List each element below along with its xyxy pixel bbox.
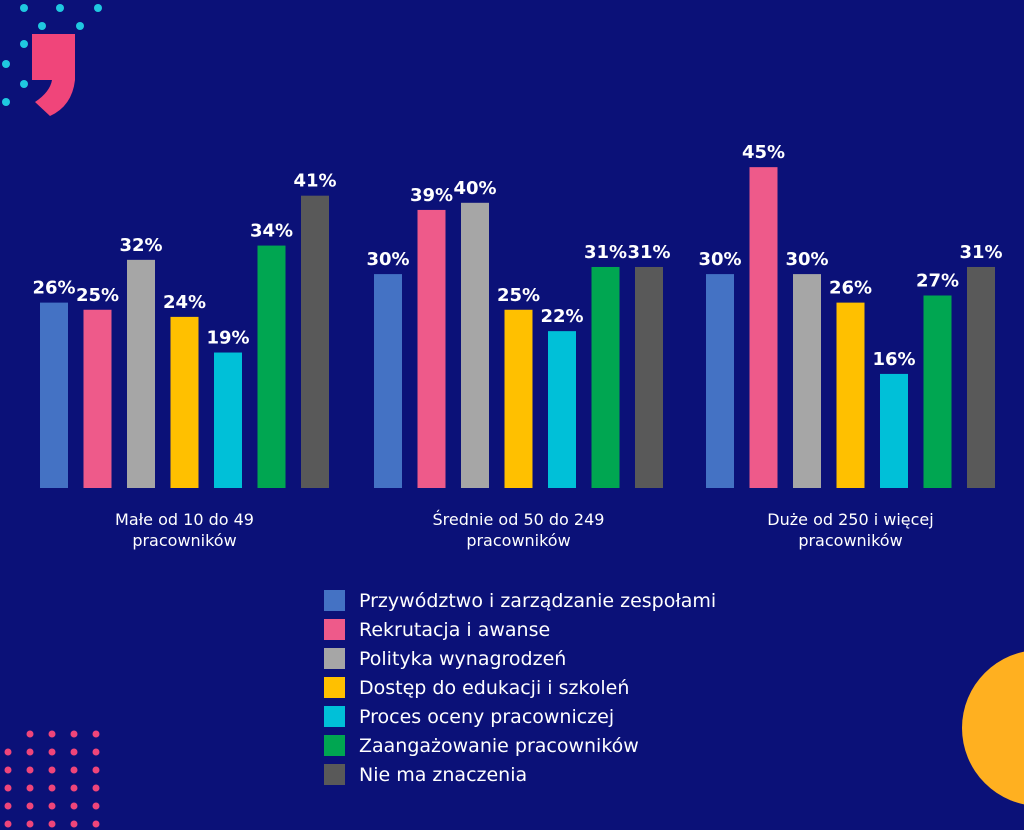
bar (214, 352, 242, 488)
data-label: 31% (959, 242, 1002, 263)
category-label: Duże od 250 i więcej (767, 510, 933, 529)
legend-swatch (324, 619, 345, 640)
bar (706, 274, 734, 488)
bar (635, 266, 663, 488)
legend-swatch (324, 648, 345, 669)
data-label: 19% (206, 328, 249, 349)
data-label: 16% (872, 349, 915, 370)
legend-swatch (324, 764, 345, 785)
data-label: 26% (32, 278, 75, 299)
legend-label: Nie ma znaczenia (359, 763, 528, 786)
legend-swatch (324, 706, 345, 727)
data-label: 41% (293, 171, 336, 192)
data-label: 24% (163, 292, 206, 313)
bottom-left-dot-pattern (4, 730, 100, 828)
bar-group: 30%45%30%26%16%27%31%Duże od 250 i więce… (698, 142, 1002, 550)
legend-swatch (324, 735, 345, 756)
data-label: 25% (497, 285, 540, 306)
legend-item: Przywództwo i zarządzanie zespołami (324, 586, 716, 615)
data-label: 31% (627, 242, 670, 263)
bar-group: 30% 39% 40% 25%22% 31% 31% Średnie od 50 do 24… (366, 178, 670, 550)
bar (836, 302, 865, 488)
bar (793, 274, 821, 488)
legend-item: Nie ma znaczenia (324, 760, 716, 789)
quote-mark-icon (32, 34, 75, 116)
data-label: 27% (916, 270, 959, 291)
bar (301, 195, 329, 489)
bar (461, 202, 489, 489)
data-label: 31% (584, 242, 627, 263)
bar (923, 295, 952, 488)
legend-label: Proces oceny pracowniczej (359, 705, 615, 728)
bar (127, 259, 155, 488)
legend-item: Proces oceny pracowniczej (324, 702, 716, 731)
legend-label: Dostęp do edukacji i szkoleń (359, 676, 630, 699)
category-label: pracowników (132, 531, 236, 550)
legend-item: Rekrutacja i awanse (324, 615, 716, 644)
data-label: 39% (410, 185, 453, 206)
chart-legend: Przywództwo i zarządzanie zespołami Rekr… (324, 586, 716, 789)
bar (880, 373, 908, 488)
top-left-decoration (2, 4, 102, 116)
bar (591, 266, 620, 488)
legend-label: Polityka wynagrodzeń (359, 647, 567, 670)
legend-item: Zaangażowanie pracowników (324, 731, 716, 760)
legend-item: Dostęp do edukacji i szkoleń (324, 673, 716, 702)
data-label: 30% (698, 249, 741, 270)
data-label: 45% (742, 142, 785, 163)
bar (83, 309, 112, 488)
bar (257, 245, 286, 488)
bar (749, 167, 778, 488)
data-label: 32% (119, 235, 162, 256)
data-label: 26% (829, 278, 872, 299)
legend-item: Polityka wynagrodzeń (324, 644, 716, 673)
data-label: 25% (76, 285, 119, 306)
category-label: Małe od 10 do 49 (115, 510, 254, 529)
category-label: pracowników (466, 531, 570, 550)
bar (504, 309, 533, 488)
bar (548, 331, 576, 488)
legend-swatch (324, 677, 345, 698)
bar (170, 316, 199, 488)
legend-label: Przywództwo i zarządzanie zespołami (359, 589, 717, 612)
legend-label: Rekrutacja i awanse (359, 618, 551, 641)
data-label: 30% (366, 249, 409, 270)
data-label: 22% (540, 306, 583, 327)
bar (374, 274, 402, 488)
legend-label: Zaangażowanie pracowników (359, 734, 639, 757)
bar (40, 302, 68, 488)
data-label: 30% (785, 249, 828, 270)
bar-group: 26% 25% 32% 24%19% 34% 41% Małe od 10 do 49 pra… (32, 171, 336, 550)
data-label: 34% (250, 221, 293, 242)
bar (417, 209, 446, 488)
category-label: Średnie od 50 do 249 (433, 510, 605, 529)
bar (967, 266, 995, 488)
legend-swatch (324, 590, 345, 611)
data-label: 40% (453, 178, 496, 199)
category-label: pracowników (798, 531, 902, 550)
cyan-dot-pattern (2, 4, 102, 106)
